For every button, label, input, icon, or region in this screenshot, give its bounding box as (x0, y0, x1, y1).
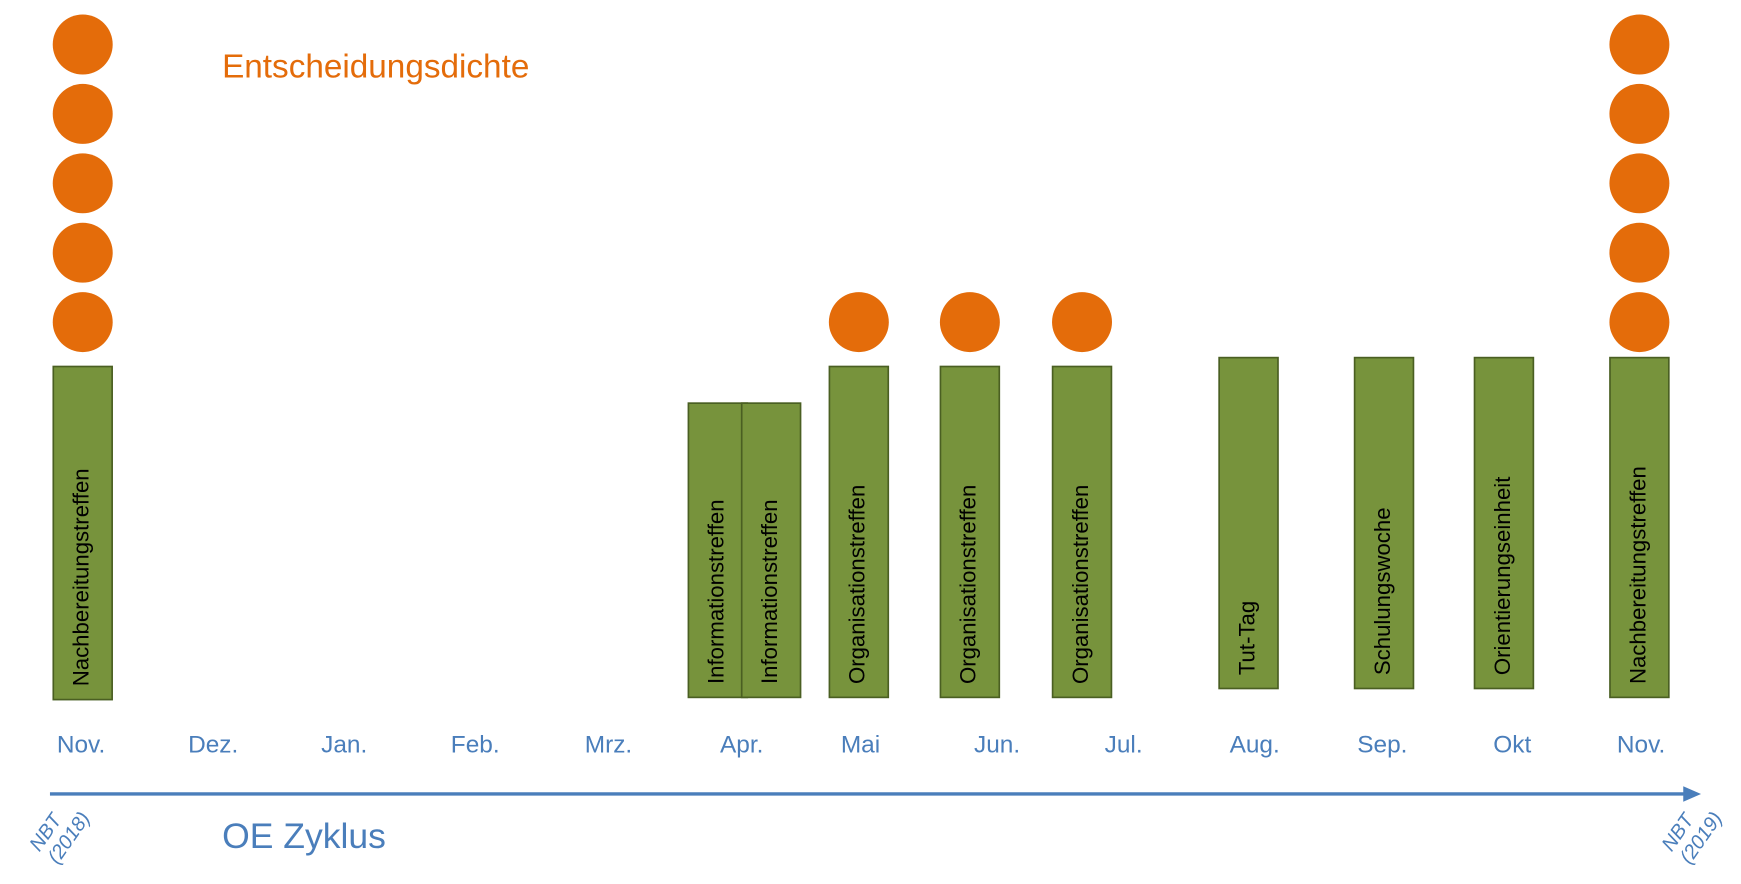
event-box (1609, 356, 1670, 699)
event-label: Schulungswoche (1370, 507, 1395, 675)
month-label: Nov. (57, 732, 105, 759)
event-box (1218, 356, 1279, 690)
decision-dot (1609, 292, 1670, 353)
month-label: Jul. (1105, 732, 1143, 759)
month-label: Jan. (321, 732, 367, 759)
decision-dot (1609, 14, 1670, 75)
event-label: Orientierungseinheit (1490, 477, 1515, 676)
month-label: Okt (1493, 732, 1531, 759)
decision-dot (1609, 83, 1670, 144)
event-label: Tut-Tag (1234, 601, 1259, 675)
event-box (687, 402, 749, 699)
event-label: Organisationstreffen (845, 485, 870, 684)
month-label: Mrz. (585, 732, 632, 759)
event-box (52, 365, 113, 701)
month-label: Jun. (974, 732, 1020, 759)
decision-dot (52, 153, 113, 214)
month-label: Feb. (451, 732, 500, 759)
start-marker: NBT (2018) (26, 808, 95, 868)
event-label: Nachbereitungstreffen (1625, 466, 1650, 684)
end-marker: NBT (2019) (1658, 808, 1727, 868)
event-box (1051, 365, 1113, 699)
event-label: Informationstreffen (757, 499, 782, 684)
event-label: Organisationstreffen (956, 485, 981, 684)
decision-dot (1052, 292, 1112, 353)
event-label: Informationstreffen (704, 499, 729, 684)
month-label: Apr. (720, 732, 763, 759)
timeline-arrowhead (1683, 786, 1702, 802)
event-label: Organisationstreffen (1068, 485, 1093, 684)
month-label: Nov. (1617, 732, 1665, 759)
decision-dot (1609, 222, 1670, 283)
decision-dot (939, 292, 1000, 353)
decision-dot (52, 292, 113, 353)
event-box (740, 402, 802, 699)
month-label: Dez. (188, 732, 238, 759)
decision-dot (52, 83, 113, 144)
month-label: Mai (841, 732, 880, 759)
month-label: Aug. (1230, 732, 1280, 759)
decision-dot (52, 14, 113, 75)
cycle-label: OE Zyklus (222, 816, 386, 856)
decision-dot (52, 222, 113, 283)
event-label: Nachbereitungstreffen (69, 468, 94, 686)
event-box (1353, 356, 1415, 690)
decision-dot (1609, 153, 1670, 214)
event-box (939, 365, 1001, 699)
density-title: Entscheidungsdichte (222, 49, 529, 86)
event-box (1473, 356, 1535, 690)
month-label: Sep. (1357, 732, 1407, 759)
event-box (828, 365, 890, 699)
decision-dot (828, 292, 889, 353)
